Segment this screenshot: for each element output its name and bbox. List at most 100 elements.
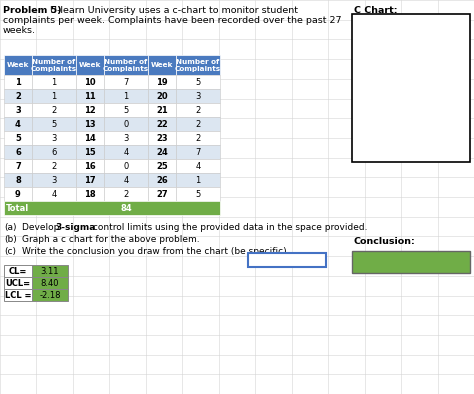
Text: Write the conclusion you draw from the chart (be specific).: Write the conclusion you draw from the c…	[22, 247, 290, 256]
Text: 0: 0	[123, 119, 128, 128]
Text: (c): (c)	[4, 247, 16, 256]
Bar	[4, 89, 32, 103]
Text: 0: 0	[123, 162, 128, 171]
Text: 14: 14	[84, 134, 96, 143]
Bar	[76, 103, 104, 117]
Bar	[104, 145, 148, 159]
Text: 1: 1	[123, 91, 128, 100]
Text: 13: 13	[84, 119, 96, 128]
Text: 11: 11	[84, 91, 96, 100]
Bar	[148, 55, 176, 75]
Bar	[32, 159, 76, 173]
Text: 7: 7	[123, 78, 128, 87]
Bar	[4, 117, 32, 131]
Bar	[76, 89, 104, 103]
Text: UCL=: UCL=	[5, 279, 30, 288]
Text: 3: 3	[195, 91, 201, 100]
Bar	[32, 265, 68, 277]
Bar	[4, 289, 32, 301]
Bar	[148, 75, 176, 89]
Bar	[148, 117, 176, 131]
Text: 19: 19	[156, 78, 168, 87]
Bar	[76, 75, 104, 89]
Text: 4: 4	[15, 119, 21, 128]
Bar	[76, 117, 104, 131]
Text: 17: 17	[84, 175, 96, 184]
Text: 3.11: 3.11	[41, 266, 59, 275]
Bar	[176, 187, 220, 201]
Text: 3: 3	[15, 106, 21, 115]
Text: Week: Week	[7, 62, 29, 68]
Text: Graph a c chart for the above problem.: Graph a c chart for the above problem.	[22, 235, 200, 244]
Text: 3: 3	[51, 175, 57, 184]
Bar	[176, 103, 220, 117]
Text: 6: 6	[15, 147, 21, 156]
Bar	[76, 55, 104, 75]
Text: 3: 3	[51, 134, 57, 143]
Text: 26: 26	[156, 175, 168, 184]
Bar	[4, 159, 32, 173]
Text: 4: 4	[123, 175, 128, 184]
Bar	[4, 265, 32, 277]
Bar	[148, 187, 176, 201]
Bar	[4, 187, 32, 201]
Text: Week: Week	[151, 62, 173, 68]
Bar	[32, 277, 68, 289]
Text: -2.18: -2.18	[39, 290, 61, 299]
Bar	[148, 103, 176, 117]
Bar	[76, 159, 104, 173]
Text: 15: 15	[84, 147, 96, 156]
Bar	[76, 131, 104, 145]
Bar	[104, 187, 148, 201]
Text: 8.40: 8.40	[41, 279, 59, 288]
Text: 5: 5	[51, 119, 56, 128]
Bar	[32, 75, 76, 89]
Bar	[4, 201, 220, 215]
Text: 18: 18	[84, 190, 96, 199]
Text: 6: 6	[51, 147, 57, 156]
Bar	[104, 75, 148, 89]
Bar	[76, 187, 104, 201]
Bar	[32, 117, 76, 131]
Text: U-learn University uses a c-chart to monitor student: U-learn University uses a c-chart to mon…	[50, 6, 298, 15]
Bar	[104, 173, 148, 187]
Text: 25: 25	[156, 162, 168, 171]
Text: Number of
Complaints: Number of Complaints	[31, 58, 77, 71]
Text: 1: 1	[51, 91, 56, 100]
Text: LCL =: LCL =	[5, 290, 31, 299]
Text: 10: 10	[84, 78, 96, 87]
Text: Develop: Develop	[22, 223, 62, 232]
Text: 3: 3	[123, 134, 128, 143]
Text: 5: 5	[15, 134, 21, 143]
Bar	[176, 145, 220, 159]
Text: control limits using the provided data in the space provided.: control limits using the provided data i…	[90, 223, 367, 232]
Text: 20: 20	[156, 91, 168, 100]
Bar	[176, 173, 220, 187]
Text: 8: 8	[15, 175, 21, 184]
Text: Week: Week	[79, 62, 101, 68]
Text: CL=: CL=	[9, 266, 27, 275]
Text: 5: 5	[195, 190, 201, 199]
Bar	[148, 159, 176, 173]
Text: 24: 24	[156, 147, 168, 156]
Bar	[76, 145, 104, 159]
Bar	[104, 103, 148, 117]
Text: complaints per week. Complaints have been recorded over the past 27: complaints per week. Complaints have bee…	[3, 16, 341, 25]
Bar	[4, 55, 32, 75]
Text: C Chart:: C Chart:	[354, 6, 398, 15]
Text: Conclusion:: Conclusion:	[354, 237, 416, 246]
Bar	[4, 277, 32, 289]
Text: 27: 27	[156, 190, 168, 199]
Bar	[248, 253, 326, 267]
Text: 1: 1	[15, 78, 21, 87]
Text: Problem 5): Problem 5)	[3, 6, 62, 15]
Bar	[32, 103, 76, 117]
Text: 2: 2	[51, 162, 56, 171]
Text: 84: 84	[120, 203, 132, 212]
Bar	[176, 131, 220, 145]
Bar	[352, 14, 470, 162]
Bar	[352, 251, 470, 273]
Bar	[176, 55, 220, 75]
Text: 2: 2	[195, 119, 201, 128]
Text: 2: 2	[123, 190, 128, 199]
